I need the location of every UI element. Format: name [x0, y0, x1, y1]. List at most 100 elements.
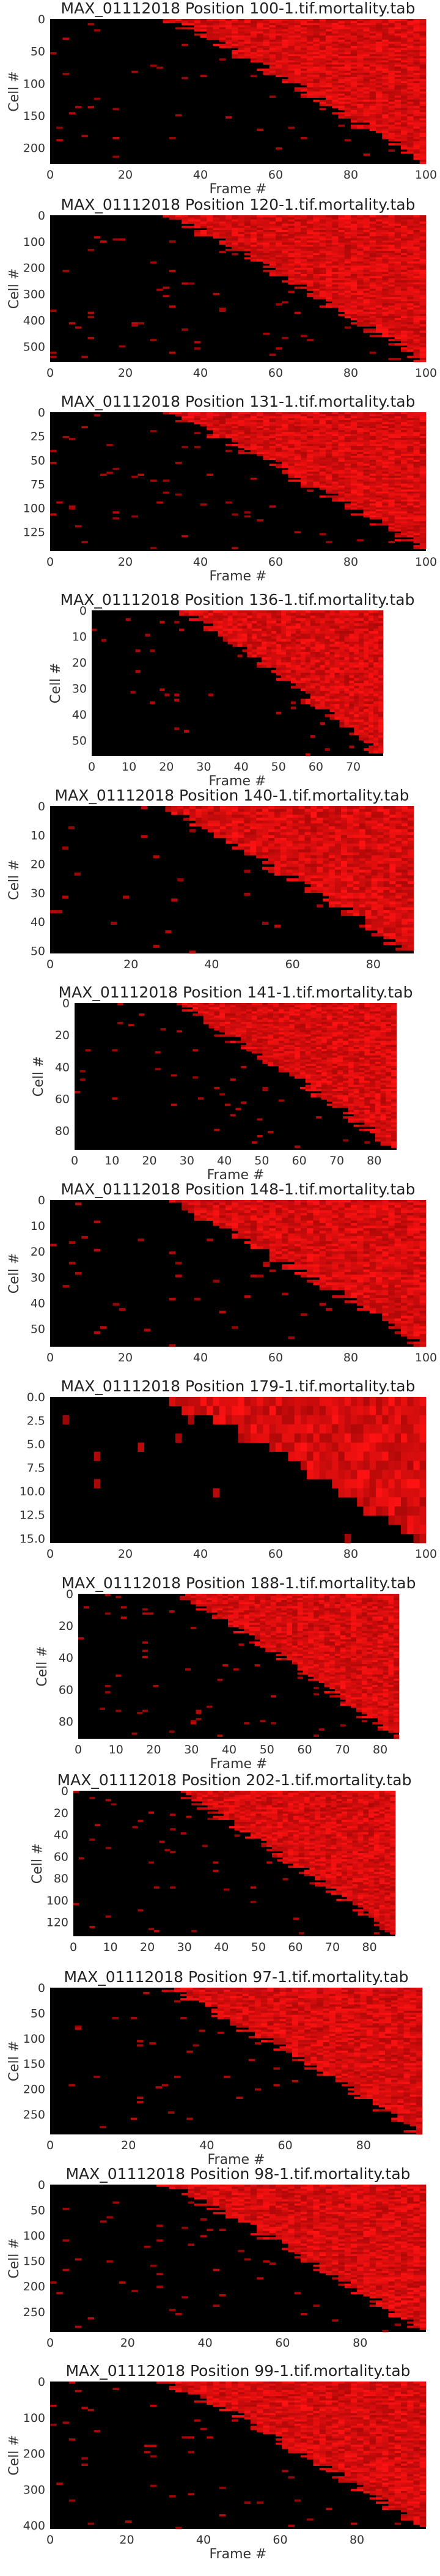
chart-4-xtick-label: 20 — [159, 760, 174, 774]
chart-3-xtick-label: 0 — [46, 555, 54, 569]
chart-10-ylabel: Cell # — [30, 1843, 45, 1884]
chart-6-xtick-label: 40 — [217, 1154, 232, 1168]
chart-1-heatmap-cells — [50, 19, 427, 165]
chart-4-xtick-label: 10 — [122, 760, 136, 774]
chart-1-xlabel: Frame # — [210, 182, 267, 197]
chart-11: MAX_01112018 Position 97-1.tif.mortality… — [7, 1968, 423, 2167]
chart-11-ytick-label: 0 — [38, 1982, 45, 1995]
chart-2-xtick-label: 100 — [415, 366, 437, 380]
chart-10-xtick-label: 10 — [103, 1941, 117, 1954]
chart-13-ytick-label: 0 — [38, 2375, 45, 2389]
chart-2-xtick-label: 80 — [343, 366, 358, 380]
chart-6-xtick-label: 50 — [254, 1154, 269, 1168]
chart-7-ytick-label: 20 — [31, 1245, 45, 1259]
chart-7-title: MAX_01112018 Position 148-1.tif.mortalit… — [61, 1180, 416, 1198]
chart-11-ytick-label: 250 — [23, 2108, 45, 2122]
chart-1-xtick-label: 100 — [415, 168, 437, 182]
chart-12-ytick-label: 150 — [23, 2255, 45, 2268]
chart-12-xtick-label: 80 — [353, 2336, 367, 2350]
chart-5-ytick-label: 40 — [31, 916, 45, 929]
chart-10-xtick-label: 0 — [70, 1941, 77, 1954]
chart-2-title: MAX_01112018 Position 120-1.tif.mortalit… — [61, 196, 416, 213]
chart-7-xtick-label: 80 — [343, 1351, 358, 1364]
chart-7-xtick-label: 40 — [193, 1351, 208, 1364]
chart-2-xtick-label: 20 — [118, 366, 133, 380]
chart-10-ytick-label: 80 — [54, 1872, 68, 1886]
chart-8-title: MAX_01112018 Position 179-1.tif.mortalit… — [61, 1377, 416, 1395]
chart-6-xtick-label: 30 — [180, 1154, 194, 1168]
chart-11-ytick-label: 50 — [31, 2007, 45, 2020]
chart-10-ytick-label: 0 — [61, 1785, 68, 1798]
chart-11-ytick-label: 150 — [23, 2057, 45, 2071]
chart-6-ytick-label: 60 — [55, 1093, 70, 1106]
chart-4-title: MAX_01112018 Position 136-1.tif.mortalit… — [61, 591, 415, 609]
chart-11-title: MAX_01112018 Position 97-1.tif.mortality… — [64, 1968, 408, 1986]
chart-6-title: MAX_01112018 Position 141-1.tif.mortalit… — [59, 983, 413, 1001]
chart-9-xlabel: Frame # — [210, 1756, 268, 1772]
chart-3-ytick-label: 100 — [23, 502, 45, 516]
chart-9-xtick-label: 60 — [297, 1743, 312, 1756]
chart-12-xtick-label: 40 — [198, 2336, 213, 2350]
chart-4-xtick-label: 30 — [196, 760, 211, 774]
chart-2-ylabel: Cell # — [7, 268, 22, 309]
chart-1-xtick-label: 20 — [118, 168, 133, 182]
chart-3-xtick-label: 80 — [343, 555, 358, 569]
chart-5-ytick-label: 10 — [31, 829, 45, 842]
chart-7-xtick-label: 0 — [46, 1351, 54, 1364]
chart-6-xtick-label: 60 — [292, 1154, 307, 1168]
chart-4-xlabel: Frame # — [209, 774, 266, 789]
chart-3-xtick-label: 100 — [415, 555, 437, 569]
chart-6-xtick-label: 10 — [105, 1154, 119, 1168]
chart-2-ytick-label: 400 — [23, 314, 45, 327]
chart-2-ytick-label: 0 — [38, 209, 45, 223]
chart-12-ytick-label: 50 — [31, 2204, 45, 2218]
chart-8-xtick-label: 100 — [415, 1547, 437, 1561]
chart-9-xtick-label: 50 — [260, 1743, 274, 1756]
chart-12-xtick-label: 60 — [275, 2336, 290, 2350]
chart-10-heatmap-cells — [73, 1791, 396, 1934]
chart-8-ytick-label: 10.0 — [20, 1485, 45, 1498]
chart-2-ytick-label: 300 — [23, 288, 45, 302]
chart-11-xtick-label: 0 — [46, 2139, 54, 2152]
chart-1-ytick-label: 50 — [31, 45, 45, 59]
chart-4-ytick-label: 20 — [72, 656, 87, 670]
chart-7-xtick-label: 60 — [268, 1351, 283, 1364]
chart-6-xtick-label: 0 — [71, 1154, 78, 1168]
chart-2-xtick-label: 40 — [193, 366, 208, 380]
chart-10-xtick-label: 70 — [325, 1941, 340, 1954]
chart-3-ytick-label: 75 — [31, 478, 45, 491]
chart-8-xtick-label: 60 — [268, 1547, 283, 1561]
chart-8-ytick-label: 5.0 — [27, 1438, 45, 1451]
chart-5-ylabel: Cell # — [7, 859, 22, 900]
chart-1-ytick-label: 150 — [23, 109, 45, 123]
chart-5-ytick-label: 20 — [31, 858, 45, 872]
chart-9-ytick-label: 40 — [59, 1651, 73, 1665]
chart-11-xtick-label: 60 — [278, 2139, 293, 2152]
chart-2-xtick-label: 0 — [46, 366, 54, 380]
chart-10: MAX_01112018 Position 202-1.tif.mortalit… — [30, 1771, 411, 1954]
chart-9-xtick-label: 40 — [222, 1743, 237, 1756]
chart-10-xtick-label: 40 — [214, 1941, 229, 1954]
chart-1-ytick-label: 0 — [38, 13, 45, 26]
chart-5-xtick-label: 20 — [123, 958, 138, 971]
chart-9-xtick-label: 10 — [109, 1743, 123, 1756]
chart-13-ytick-label: 300 — [23, 2483, 45, 2496]
chart-5: MAX_01112018 Position 140-1.tif.mortalit… — [7, 786, 414, 971]
chart-2-heatmap-cells — [50, 215, 427, 363]
chart-7-ytick-label: 30 — [31, 1271, 45, 1284]
chart-13-xtick-label: 80 — [350, 2533, 364, 2547]
chart-7-ylabel: Cell # — [7, 1253, 22, 1294]
chart-5-xtick-label: 0 — [46, 958, 54, 971]
chart-13-xtick-label: 0 — [46, 2533, 54, 2547]
chart-13-ytick-label: 100 — [23, 2411, 45, 2425]
chart-3-ytick-label: 0 — [38, 406, 45, 420]
chart-5-ytick-label: 0 — [38, 800, 45, 813]
chart-11-xlabel: Frame # — [208, 2152, 265, 2167]
chart-4-ytick-label: 50 — [72, 735, 87, 748]
chart-5-xtick-label: 80 — [366, 958, 381, 971]
chart-10-xtick-label: 60 — [288, 1941, 302, 1954]
chart-4-ytick-label: 30 — [72, 683, 87, 696]
chart-11-ytick-label: 200 — [23, 2083, 45, 2097]
chart-5-xtick-label: 40 — [204, 958, 219, 971]
